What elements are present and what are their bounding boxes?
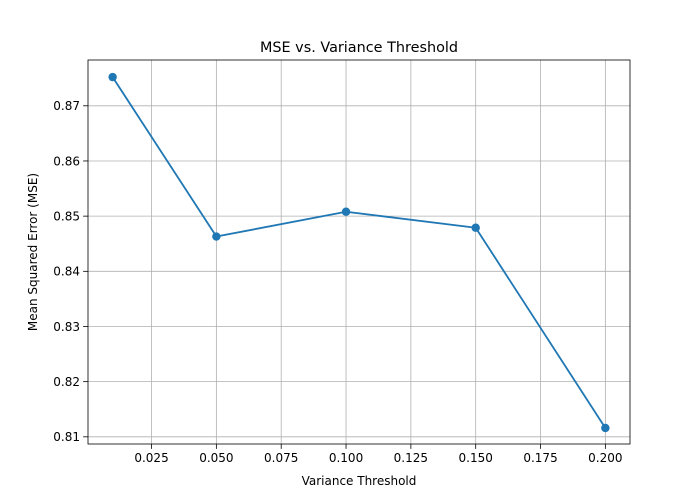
y-tick-label: 0.84 <box>53 265 80 279</box>
data-point <box>601 423 610 433</box>
x-tick-label: 0.200 <box>588 451 622 465</box>
y-tick-label: 0.81 <box>53 430 80 444</box>
x-tick-label: 0.125 <box>394 451 428 465</box>
series <box>108 72 610 433</box>
data-point <box>108 72 117 82</box>
axis-ticks: 0.025 0.050 0.075 0.100 0.125 0.150 0.175 0.200… <box>53 99 622 465</box>
x-tick-label: 0.050 <box>199 451 233 465</box>
x-tick-label: 0.075 <box>264 451 298 465</box>
y-tick-label: 0.82 <box>53 375 80 389</box>
y-axis-label: Mean Squared Error (MSE) <box>26 173 40 331</box>
x-tick-label: 0.150 <box>459 451 493 465</box>
data-point <box>471 223 480 232</box>
y-tick-label: 0.83 <box>53 320 80 334</box>
y-tick-label: 0.86 <box>53 154 80 168</box>
x-tick-label: 0.175 <box>523 451 557 465</box>
x-tick-label: 0.100 <box>329 451 363 465</box>
chart-title: MSE vs. Variance Threshold <box>260 40 458 56</box>
y-tick-label: 0.85 <box>53 209 80 223</box>
data-point <box>341 207 351 216</box>
y-tick-label: 0.87 <box>53 99 80 113</box>
plot-frame <box>87 59 631 445</box>
x-axis-label: Variance Threshold <box>302 474 417 488</box>
data-point <box>212 232 221 241</box>
x-tick-label: 0.025 <box>134 451 168 465</box>
plot-area-background <box>88 60 630 444</box>
